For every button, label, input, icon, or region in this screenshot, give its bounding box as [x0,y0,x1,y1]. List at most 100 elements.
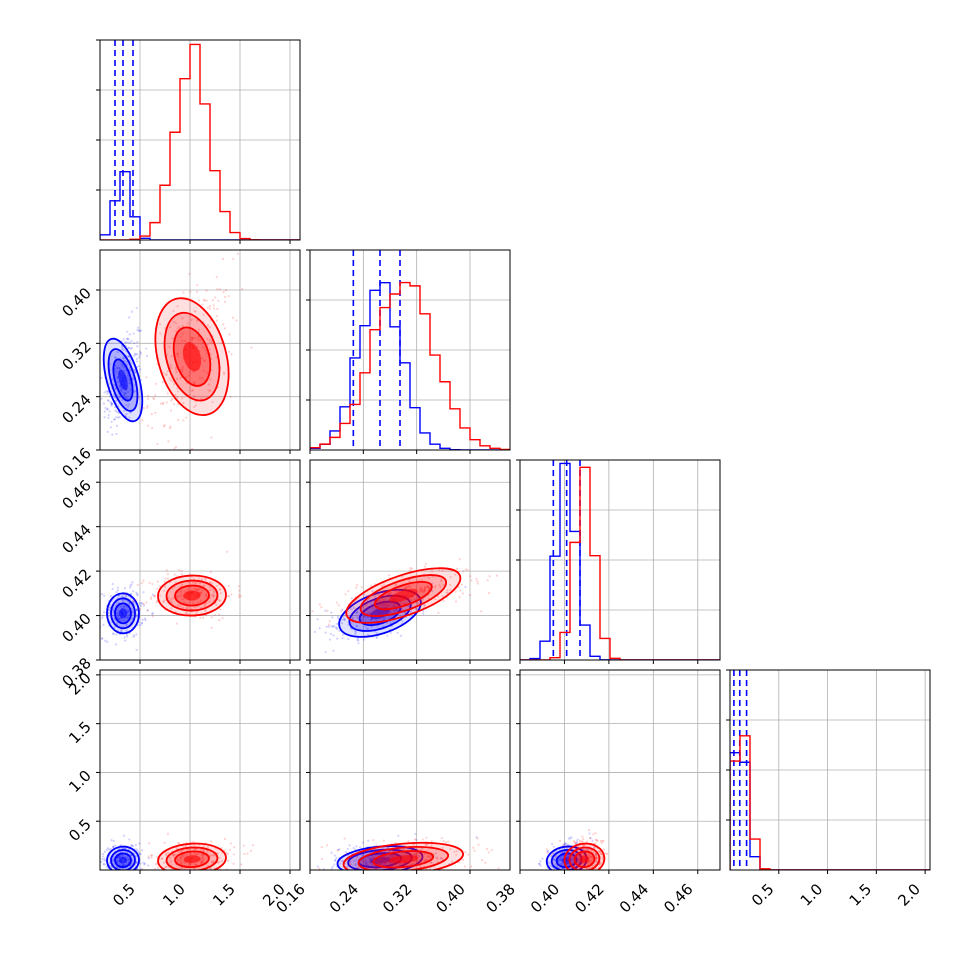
scatter-point [388,850,391,853]
scatter-point [601,857,604,861]
scatter-point [120,872,122,874]
scatter-point [571,873,573,875]
scatter-point [123,392,126,395]
scatter-point [126,600,129,603]
scatter-point [140,602,143,605]
scatter-point [101,614,104,617]
scatter-point [355,845,358,848]
x-tick-label: 0.38 [482,880,518,916]
scatter-point [116,586,119,589]
scatter-point [442,840,445,843]
scatter-point [575,873,577,875]
scatter-point [140,622,144,625]
scatter-point [123,636,126,639]
scatter-point [107,390,110,394]
scatter-point [559,851,563,855]
scatter-point [410,599,413,602]
scatter-point [138,350,142,353]
scatter-point [116,859,119,863]
scatter-point [326,609,329,613]
scatter-point [167,851,170,855]
scatter-point [570,874,572,876]
scatter-point [171,456,173,458]
scatter-point [209,378,212,381]
scatter-point [594,852,597,855]
scatter-point [111,874,113,876]
scatter-point [551,852,555,855]
scatter-point [188,371,192,374]
scatter-point [159,875,161,877]
scatter-point [215,356,218,359]
scatter-point [320,606,323,609]
scatter-point [586,861,590,865]
scatter-point [193,577,196,580]
scatter-point [376,877,378,879]
y-tick-label: 0.40 [58,610,94,646]
scatter-point [369,862,372,865]
scatter-point [475,836,478,839]
scatter-point [106,407,109,410]
scatter-point [146,609,149,612]
scatter-point [196,588,199,591]
scatter-point [373,608,376,611]
scatter-point [218,599,221,602]
scatter-point [217,299,220,302]
scatter-point [595,856,598,859]
scatter-point [145,354,148,358]
scatter-point [110,402,113,405]
scatter-point [567,837,570,840]
panel-content [100,252,253,458]
scatter-point [179,335,182,339]
scatter-point [566,854,569,857]
scatter-point [555,855,558,858]
scatter-point [227,295,230,298]
scatter-point [462,570,465,573]
scatter-point [113,395,116,398]
scatter-point [497,867,500,870]
scatter-point [230,593,233,596]
scatter-point [174,366,177,369]
y-tick-label: 0.5 [65,815,95,845]
scatter-point [171,397,174,400]
scatter-point [356,625,359,628]
panel-2-1 [306,459,511,664]
scatter-point [116,366,119,369]
scatter-point [211,401,214,404]
scatter-point [371,855,374,859]
scatter-point [196,871,198,873]
scatter-point [425,858,428,861]
scatter-point [441,595,445,598]
scatter-point [218,856,221,859]
scatter-point [382,598,385,601]
scatter-point [414,832,417,836]
scatter-point [118,873,120,875]
panel-3-2: 0.38 0.40 0.42 0.44 0.46 [482,669,721,916]
scatter-point [238,593,241,596]
scatter-point [390,877,392,879]
scatter-point [427,855,430,858]
scatter-point [486,579,489,582]
scatter-point [212,595,215,598]
scatter-point [128,601,131,605]
scatter-point [120,595,123,598]
scatter-point [316,865,320,868]
scatter-point [390,610,393,613]
scatter-point [201,854,205,857]
scatter-point [193,587,196,590]
scatter-point [387,604,390,607]
scatter-point [199,587,203,590]
scatter-point [205,299,208,302]
scatter-point [328,620,331,623]
scatter-point [381,863,385,866]
scatter-point [401,864,404,867]
scatter-point [141,418,144,422]
scatter-point [581,840,584,844]
scatter-point [362,604,366,607]
scatter-point [600,853,603,856]
scatter-point [111,582,114,586]
scatter-point [374,873,376,875]
scatter-point [552,861,555,864]
scatter-point [165,852,168,855]
scatter-point [198,582,201,585]
scatter-point [361,874,363,876]
